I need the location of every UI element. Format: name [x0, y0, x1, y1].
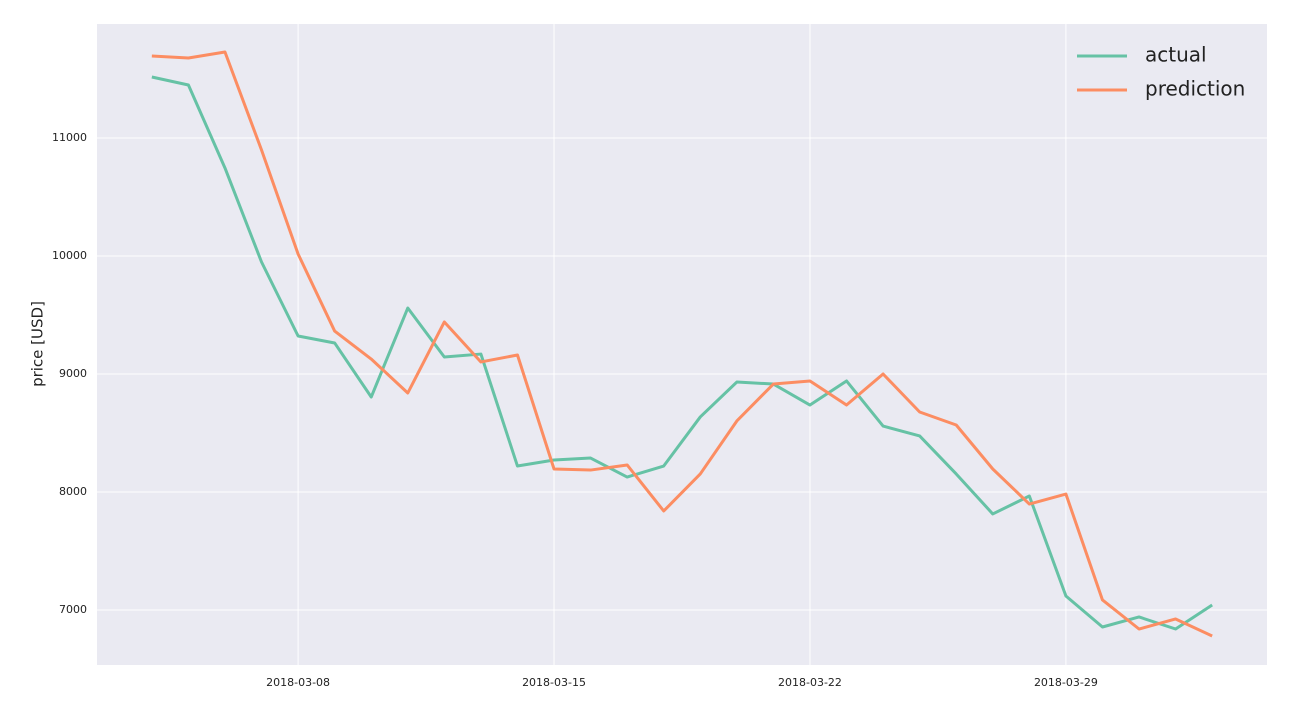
x-tick-label: 2018-03-29 [1034, 676, 1098, 689]
x-tick-label: 2018-03-15 [522, 676, 586, 689]
line [151, 75, 1213, 631]
x-tick-label: 2018-03-08 [266, 676, 330, 689]
legend-label: prediction [1145, 77, 1245, 101]
line [151, 50, 1213, 638]
x-tick-label: 2018-03-22 [778, 676, 842, 689]
y-tick-label: 10000 [52, 249, 87, 262]
y-tick-label: 11000 [52, 131, 87, 144]
y-tick-label: 8000 [59, 485, 87, 498]
y-axis-label: price [USD] [29, 301, 47, 387]
y-tick-label: 9000 [59, 367, 87, 380]
plot-area [97, 24, 1267, 665]
y-tick-label: 7000 [59, 603, 87, 616]
legend-label: actual [1145, 43, 1207, 67]
